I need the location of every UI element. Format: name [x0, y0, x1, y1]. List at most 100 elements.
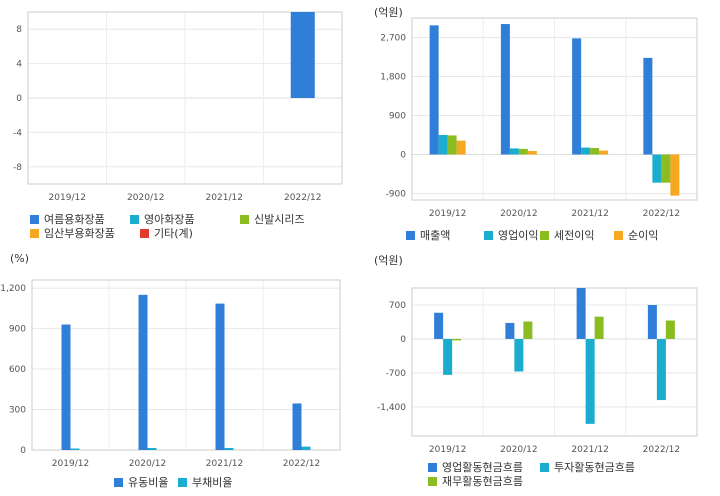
y-tick-label: 0: [20, 446, 26, 456]
x-tick-label: 2019/12: [429, 445, 466, 455]
bar-영업이익-2019/12[interactable]: [438, 135, 448, 155]
bar-순이익-2019/12[interactable]: [456, 140, 466, 155]
x-tick-label: 2022/12: [283, 459, 320, 469]
bar-투자활동현금흐름-2020/12[interactable]: [514, 338, 524, 372]
x-tick-label: 2019/12: [49, 193, 86, 203]
legend-swatch: [614, 231, 623, 240]
legend-item[interactable]: 순이익: [614, 229, 658, 242]
legend-swatch: [484, 231, 493, 240]
legend-item[interactable]: 임산부용화장품: [30, 227, 115, 240]
bar-세전이익-2021/12[interactable]: [590, 148, 600, 155]
chart-ratios-plot: 0 300 600 900 1,200 2019/12 2020/12 2021/12 2022…: [0, 279, 341, 469]
bar-투자활동현금흐름-2022/12[interactable]: [656, 338, 666, 401]
legend-item[interactable]: 재무활동현금흐름: [428, 475, 523, 488]
y-tick-label: 1,800: [380, 73, 406, 83]
y-tick-label: 900: [389, 112, 406, 122]
bar-유동비율-2022/12[interactable]: [292, 403, 302, 450]
chart-cashflow: (억원) -1,400 -700 0 700 2019/12 2020/12 2021/12…: [360, 248, 720, 496]
bar-재무활동현금흐름-2019/12[interactable]: [452, 338, 462, 341]
bar-부채비율-2022/12[interactable]: [301, 446, 311, 450]
plot-frame: [27, 11, 343, 185]
plot-frame: [411, 287, 698, 437]
bar-매출액-2022/12[interactable]: [643, 57, 653, 155]
y-tick-label: 0: [400, 151, 406, 161]
bar-세전이익-2020/12[interactable]: [518, 148, 528, 155]
legend-swatch: [240, 215, 249, 224]
legend-swatch: [540, 231, 549, 240]
legend-swatch: [114, 478, 123, 487]
x-tick-label: 2021/12: [206, 459, 243, 469]
chart-income-unit: (억원): [374, 6, 403, 19]
bar-부채비율-2019/12[interactable]: [70, 448, 80, 450]
bar-영업활동현금흐름-2021/12[interactable]: [576, 288, 586, 339]
bar-영업활동현금흐름-2019/12[interactable]: [434, 312, 444, 339]
x-tick-label: 2021/12: [206, 193, 243, 203]
y-tick-label: 4: [16, 60, 22, 70]
chart-product-sales-plot: -8 -4 0 4 8 2019/12 2020/12 2021/12 2022/12: [13, 11, 343, 203]
y-tick-label: 8: [16, 25, 22, 35]
legend-item[interactable]: 기타(계): [140, 227, 193, 240]
legend-label: 임산부용화장품: [44, 227, 115, 240]
bar-세전이익-2022/12[interactable]: [661, 154, 671, 183]
bar-투자활동현금흐름-2019/12[interactable]: [443, 338, 453, 375]
legend-label: 영업이익: [498, 229, 539, 242]
bar-매출액-2019/12[interactable]: [429, 25, 439, 155]
legend-item[interactable]: 부채비율: [178, 476, 232, 489]
bar-재무활동현금흐름-2022/12[interactable]: [665, 320, 675, 339]
y-tick-label: 300: [9, 406, 26, 416]
legend-swatch: [130, 215, 139, 224]
bar-부채비율-2021/12[interactable]: [224, 447, 234, 450]
y-tick-label: 700: [389, 301, 406, 311]
bar-매출액-2021/12[interactable]: [572, 38, 582, 155]
y-tick-label: -4: [13, 128, 22, 138]
y-tick-label: 2,700: [380, 34, 406, 44]
legend-item[interactable]: 영업이익: [484, 229, 538, 242]
bar-영업이익-2022/12[interactable]: [652, 154, 662, 183]
plot-frame: [411, 17, 698, 201]
bar-순이익-2020/12[interactable]: [527, 151, 537, 155]
bar-영업이익-2020/12[interactable]: [509, 148, 519, 155]
legend-swatch: [178, 478, 187, 487]
bar-부채비율-2020/12[interactable]: [147, 447, 157, 450]
chart-cashflow-plot: -1,400 -700 0 700 2019/12 2020/12 2021/12 2022/…: [377, 287, 698, 455]
legend-label: 투자활동현금흐름: [554, 461, 635, 474]
bar-재무활동현금흐름-2021/12[interactable]: [594, 316, 604, 339]
legend-label: 영업활동현금흐름: [442, 461, 523, 474]
bar-영업이익-2021/12[interactable]: [581, 147, 591, 155]
chart-cashflow-unit: (억원): [374, 254, 403, 267]
bar-세전이익-2019/12[interactable]: [447, 135, 457, 155]
x-tick-label: 2020/12: [500, 209, 537, 219]
bar-영업활동현금흐름-2022/12[interactable]: [647, 304, 657, 339]
legend-label: 기타(계): [154, 227, 193, 240]
legend-swatch: [540, 463, 549, 472]
legend-item[interactable]: 매출액: [406, 229, 450, 242]
bar-유동비율-2019/12[interactable]: [61, 324, 71, 450]
bar-유동비율-2021/12[interactable]: [215, 303, 225, 450]
legend-swatch: [140, 229, 149, 238]
legend-swatch: [30, 215, 39, 224]
legend-item[interactable]: 영업활동현금흐름: [428, 461, 523, 474]
legend-item[interactable]: 신발시리즈: [240, 213, 305, 226]
y-tick-label: 1,200: [0, 284, 26, 294]
x-tick-label: 2022/12: [643, 209, 680, 219]
bar-재무활동현금흐름-2020/12[interactable]: [523, 321, 533, 339]
legend-item[interactable]: 투자활동현금흐름: [540, 461, 635, 474]
bar-여름용화장품-2022/12[interactable]: [290, 12, 315, 98]
chart-income-plot: -900 0 900 1,800 2,700 2019/12 2020/12 2021/12 2…: [380, 17, 698, 219]
legend-item[interactable]: 영아화장품: [130, 213, 195, 226]
x-tick-label: 2019/12: [52, 459, 89, 469]
bar-매출액-2020/12[interactable]: [500, 24, 510, 155]
legend-item[interactable]: 세전이익: [540, 229, 594, 242]
bar-영업활동현금흐름-2020/12[interactable]: [505, 322, 515, 339]
y-tick-label: -700: [386, 369, 407, 379]
bar-유동비율-2020/12[interactable]: [138, 294, 148, 450]
bar-투자활동현금흐름-2021/12[interactable]: [585, 338, 595, 424]
legend-item[interactable]: 유동비율: [114, 476, 168, 489]
bar-순이익-2021/12[interactable]: [599, 150, 609, 155]
legend-item[interactable]: 여름용화장품: [30, 213, 105, 226]
x-tick-label: 2022/12: [643, 445, 680, 455]
legend-label: 순이익: [628, 229, 659, 242]
bar-순이익-2022/12[interactable]: [670, 154, 680, 196]
x-tick-label: 2022/12: [284, 193, 321, 203]
legend-swatch: [428, 477, 437, 486]
